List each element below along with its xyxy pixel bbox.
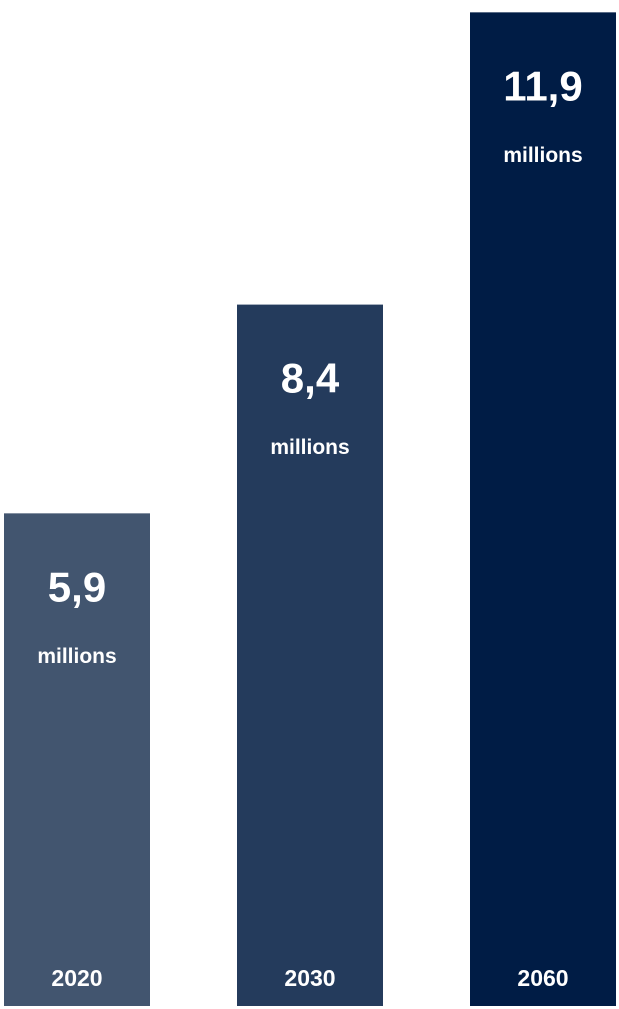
category-label: 2020 xyxy=(51,965,102,991)
category-label: 2030 xyxy=(284,965,335,991)
value-label: 5,9 xyxy=(48,563,106,610)
value-label: 8,4 xyxy=(281,355,340,402)
unit-label: millions xyxy=(503,144,582,167)
bar xyxy=(4,513,150,1006)
unit-label: millions xyxy=(270,436,349,459)
bar xyxy=(470,12,616,1007)
unit-label: millions xyxy=(37,645,116,668)
value-label: 11,9 xyxy=(503,62,582,109)
bar xyxy=(237,304,383,1007)
category-label: 2060 xyxy=(517,965,568,991)
